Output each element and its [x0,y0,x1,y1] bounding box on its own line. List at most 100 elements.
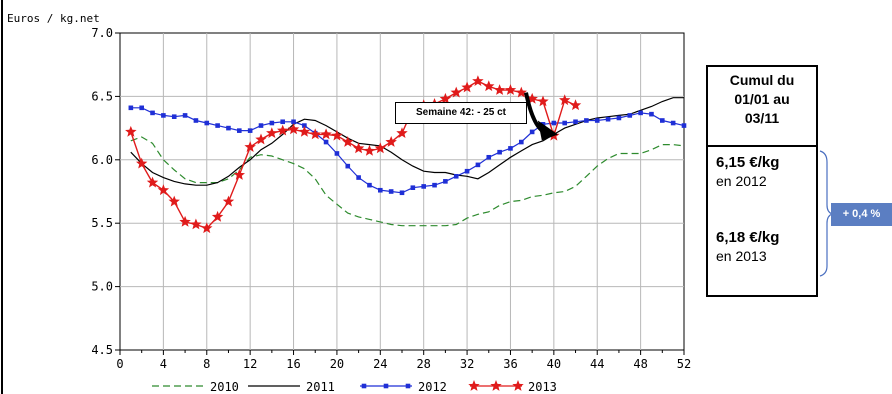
point-2012 [638,110,643,116]
x-tick-label: 24 [373,357,387,371]
point-2012 [226,125,231,131]
point-2012 [616,115,622,121]
point-2012 [497,149,502,155]
point-2012 [508,146,513,151]
point-2013 [125,125,137,137]
x-tick-label: 8 [203,357,210,371]
point-2012 [388,189,394,194]
point-2013 [396,127,408,138]
point-2013 [352,142,365,154]
point-2013 [363,144,376,156]
point-2012 [280,119,285,125]
point-2013 [439,92,452,104]
point-2013 [136,157,148,169]
x-tick-label: 4 [160,357,167,371]
cumul-2013-year: en 2013 [716,248,767,264]
point-2012 [584,118,589,123]
y-tick-label: 4.5 [91,343,113,357]
cumul-2013-value: 6,18 €/kg [716,229,780,246]
point-2013 [385,136,397,147]
point-2012 [573,119,578,125]
point-2013 [233,169,245,180]
y-tick-label: 5.5 [91,216,113,230]
point-2012 [204,120,210,126]
point-2012 [345,163,351,169]
point-2012 [378,187,383,193]
point-2013 [277,124,289,136]
x-tick-label: 48 [633,357,647,371]
point-2012 [323,139,329,145]
series-line-2012 [130,107,685,194]
series-line-2010 [130,136,685,227]
point-2012 [237,128,242,133]
x-tick-label: 40 [547,357,561,371]
x-tick-label: 32 [460,357,474,371]
variation-badge: + 0,4 % [831,203,892,226]
point-2013 [266,127,278,138]
point-2012 [410,185,416,190]
x-tick-label: 16 [286,357,300,371]
x-tick-label: 0 [116,357,123,371]
callout-arrow-head [537,120,558,141]
point-2013 [201,222,213,234]
point-2013 [537,95,549,107]
point-2012 [182,113,188,118]
point-2012 [551,120,557,126]
point-2013 [569,99,582,111]
point-2013 [168,195,180,207]
x-tick-label: 12 [243,357,257,371]
point-2013 [559,94,571,106]
point-2013 [472,75,484,86]
y-tick-label: 5.0 [91,280,113,294]
point-2012 [432,182,437,188]
point-2012 [291,119,296,125]
y-tick-label: 6.0 [91,153,113,167]
point-2013 [331,129,343,141]
x-tick-label: 36 [503,357,517,371]
point-2012 [605,116,611,122]
point-2012 [594,118,600,123]
cumul-2012-year: en 2012 [716,173,767,189]
x-tick-label: 44 [590,357,604,371]
point-2012 [660,118,665,123]
point-2013 [342,136,354,147]
point-2013 [493,84,506,95]
series-line-2011 [130,97,684,186]
point-2012 [519,139,524,145]
point-2013 [374,142,386,154]
point-2013 [298,125,311,137]
point-2012 [670,120,676,126]
point-2012 [150,110,155,116]
point-2013 [146,176,159,188]
point-2013 [309,128,321,140]
point-2013 [320,128,332,140]
point-2012 [193,118,199,123]
x-tick-label: 52 [677,357,691,371]
point-2013 [244,141,256,152]
point-2013 [179,215,191,227]
point-2013 [515,86,527,98]
cumul-header: Cumul du 01/01 au 03/11 [708,67,816,147]
point-2012 [258,123,264,128]
legend-marker-2012 [383,383,389,389]
point-2012 [139,105,144,111]
point-2013 [461,81,473,93]
point-2012 [171,114,177,119]
point-2012 [128,105,134,111]
legend-marker-2013 [468,380,480,391]
point-2012 [421,184,426,189]
legend-marker-2012 [361,383,367,389]
cumul-2013: 6,18 €/kg en 2013 [708,228,779,266]
week-42-callout: Semaine 42: - 25 ct [395,102,530,127]
point-2012 [486,154,492,160]
y-tick-label: 6.5 [91,89,113,103]
point-2012 [453,173,459,179]
point-2013 [157,184,170,196]
point-2012 [367,182,372,188]
point-2013 [211,210,224,222]
point-2013 [504,84,517,95]
point-2012 [529,129,535,135]
cumul-header-line-2: 01/01 au [734,91,790,107]
x-tick-label: 20 [330,357,344,371]
point-2013 [526,92,538,104]
